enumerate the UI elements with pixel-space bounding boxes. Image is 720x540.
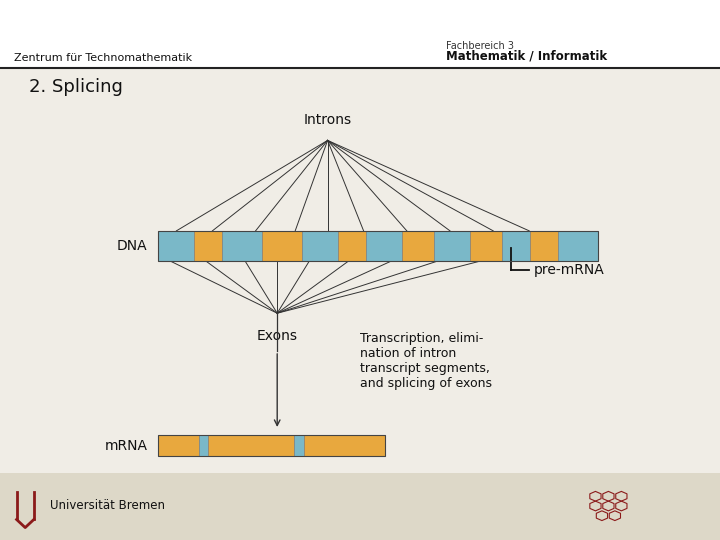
Text: Transcription, elimi-
nation of intron
transcript segments,
and splicing of exon: Transcription, elimi- nation of intron t…: [360, 332, 492, 390]
Bar: [530, 231, 558, 260]
Bar: [158, 435, 199, 456]
Bar: [302, 231, 338, 260]
Text: mRNA: mRNA: [104, 438, 148, 453]
Bar: [558, 231, 598, 260]
Bar: [402, 231, 434, 260]
Bar: [470, 231, 502, 260]
Bar: [262, 231, 302, 260]
Bar: [434, 231, 470, 260]
Bar: [158, 435, 385, 456]
Bar: [158, 231, 598, 260]
Bar: [158, 231, 194, 260]
Text: Introns: Introns: [304, 113, 351, 127]
Text: Mathematik / Informatik: Mathematik / Informatik: [446, 50, 608, 63]
Bar: [338, 231, 366, 260]
Bar: [208, 435, 294, 456]
Bar: [304, 435, 385, 456]
Bar: [194, 231, 222, 260]
Text: DNA: DNA: [117, 239, 148, 253]
Text: Fachbereich 3: Fachbereich 3: [446, 41, 514, 51]
Bar: [0, 0, 720, 68]
Bar: [294, 435, 304, 456]
Text: Universität Bremen: Universität Bremen: [50, 500, 166, 512]
Text: pre-mRNA: pre-mRNA: [534, 263, 605, 277]
Bar: [199, 435, 208, 456]
Bar: [366, 231, 402, 260]
Text: Exons: Exons: [257, 329, 297, 343]
Bar: [222, 231, 262, 260]
Bar: [502, 231, 530, 260]
Bar: [0, 472, 720, 540]
Text: 2. Splicing: 2. Splicing: [29, 78, 122, 96]
Text: Zentrum für Technomathematik: Zentrum für Technomathematik: [14, 52, 192, 63]
